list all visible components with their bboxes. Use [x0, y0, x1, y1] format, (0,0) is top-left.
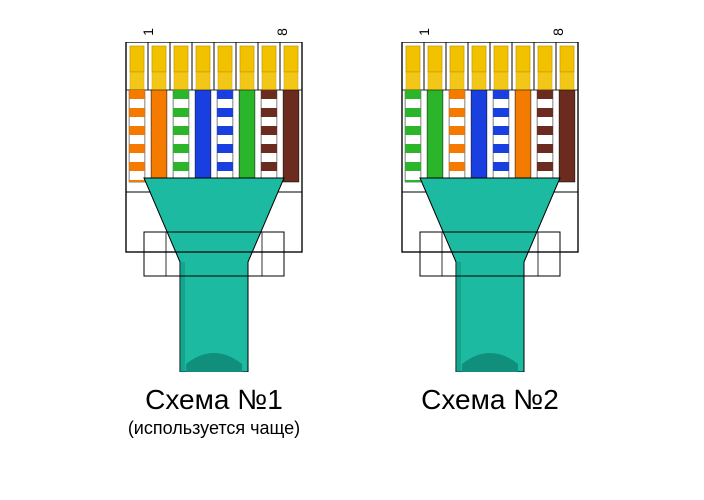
rj45-connector-scheme-1: [114, 42, 314, 372]
pin-label-last: 8: [274, 28, 290, 36]
diagram-container: 1 8 Схема №1 (используется чаще) 1 8 Схе…: [0, 0, 704, 439]
pin-labels-1: 1 8: [126, 20, 302, 40]
rj45-connector-scheme-2: [390, 42, 590, 372]
caption-scheme-2: Схема №2: [421, 384, 559, 418]
caption-scheme-1: Схема №1 (используется чаще): [128, 384, 300, 439]
pin-label-first: 1: [416, 28, 432, 36]
pin-label-first: 1: [140, 28, 156, 36]
connector-block-scheme-2: 1 8 Схема №2: [390, 20, 590, 439]
connector-block-scheme-1: 1 8 Схема №1 (используется чаще): [114, 20, 314, 439]
caption-subtitle-1: (используется чаще): [128, 418, 300, 439]
caption-title-2: Схема №2: [421, 384, 559, 416]
pin-labels-2: 1 8: [402, 20, 578, 40]
caption-title-1: Схема №1: [128, 384, 300, 416]
pin-label-last: 8: [550, 28, 566, 36]
